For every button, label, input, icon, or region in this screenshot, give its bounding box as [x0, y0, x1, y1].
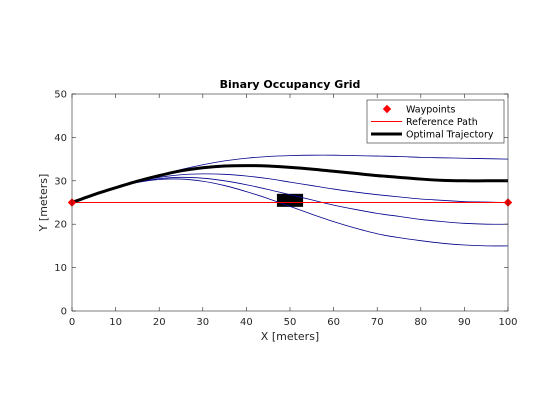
- y-tick-label: 40: [54, 133, 67, 144]
- y-axis-label: Y [meters]: [37, 174, 50, 233]
- x-tick-label: 30: [196, 317, 209, 328]
- x-tick-label: 90: [458, 317, 471, 328]
- data-layer: [67, 154, 513, 247]
- candidate-trajectory-4: [71, 178, 509, 247]
- x-axis-label: X [meters]: [261, 330, 319, 343]
- x-tick-label: 50: [284, 317, 297, 328]
- x-tick-label: 100: [498, 317, 517, 328]
- legend-item-waypoints: Waypoints: [382, 104, 455, 116]
- x-tick-label: 0: [69, 317, 75, 328]
- chart-title: Binary Occupancy Grid: [220, 78, 361, 91]
- legend-label-waypoints: Waypoints: [406, 105, 455, 116]
- x-tick-label: 10: [109, 317, 122, 328]
- legend-item-optimal-trajectory: Optimal Trajectory: [371, 130, 494, 141]
- x-tick-label: 60: [327, 317, 340, 328]
- legend-item-reference-path: Reference Path: [371, 117, 478, 128]
- x-tick-label: 70: [371, 317, 384, 328]
- axes-layer: 0 10 20 30 40 50 60 70 80 90 100 0 10 20 30 40 50: [54, 90, 517, 329]
- y-tick-label: 30: [54, 176, 67, 187]
- y-tick-label: 20: [54, 220, 67, 231]
- legend: Waypoints Reference Path Optimal Traject…: [366, 99, 505, 144]
- y-tick-label: 10: [54, 263, 67, 274]
- y-tick-label: 0: [61, 307, 67, 318]
- obstacle: [276, 193, 304, 207]
- y-tick-label: 50: [54, 90, 67, 101]
- legend-label-optimal-trajectory: Optimal Trajectory: [406, 130, 494, 141]
- legend-label-reference-path: Reference Path: [406, 117, 478, 128]
- x-tick-label: 80: [414, 317, 427, 328]
- x-tick-label: 20: [153, 317, 166, 328]
- red-diamond-icon: [382, 104, 392, 114]
- x-tick-label: 40: [240, 317, 253, 328]
- optimal-trajectory-line: [71, 164, 508, 204]
